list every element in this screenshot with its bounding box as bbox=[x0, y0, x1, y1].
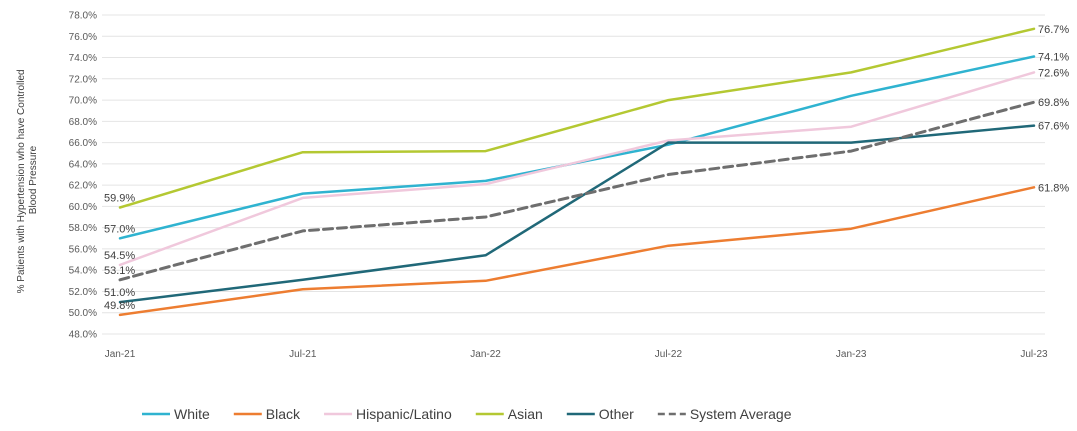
data-label-start: 59.9% bbox=[104, 192, 135, 204]
y-tick-label: 54.0% bbox=[69, 266, 97, 277]
legend-item: Other bbox=[566, 406, 634, 422]
series-line-other bbox=[118, 124, 1036, 304]
y-tick-label: 62.0% bbox=[69, 181, 97, 192]
data-label-start: 49.8% bbox=[104, 300, 135, 312]
data-label-start: 51.0% bbox=[104, 287, 135, 299]
data-labels: 57.0% 74.1% 49.8% 61.8% 54.5% 72.6% 59.9% 76.7%… bbox=[104, 24, 1069, 312]
series-line-white bbox=[118, 55, 1036, 240]
y-axis-title: % Patients with Hypertension who have Co… bbox=[16, 67, 39, 294]
data-label-end: 61.8% bbox=[1038, 182, 1069, 194]
data-label-end: 76.7% bbox=[1038, 24, 1069, 36]
y-tick-label: 68.0% bbox=[69, 117, 97, 128]
y-tick-label: 64.0% bbox=[69, 159, 97, 170]
y-tick-label: 70.0% bbox=[69, 96, 97, 107]
y-tick-label: 60.0% bbox=[69, 202, 97, 213]
legend-label: System Average bbox=[690, 406, 792, 422]
x-axis-ticks: Jan-21 Jul-21 Jan-22 Jul-22 Jan-23 Jul-23 bbox=[105, 349, 1048, 360]
y-tick-label: 58.0% bbox=[69, 223, 97, 234]
legend-item: White bbox=[142, 406, 210, 422]
gridlines bbox=[102, 14, 1045, 335]
x-tick-label: Jul-22 bbox=[655, 349, 683, 360]
legend-item: Asian bbox=[475, 406, 543, 422]
legend-item: Black bbox=[233, 406, 301, 422]
y-tick-label: 72.0% bbox=[69, 74, 97, 85]
x-tick-label: Jul-23 bbox=[1020, 349, 1048, 360]
x-tick-label: Jan-23 bbox=[836, 349, 867, 360]
legend-label: Asian bbox=[508, 406, 543, 422]
series-line-asian bbox=[118, 27, 1036, 209]
y-tick-label: 56.0% bbox=[69, 244, 97, 255]
data-label-start: 53.1% bbox=[104, 265, 135, 277]
y-axis-title-line-2: Blood Pressure bbox=[28, 145, 39, 214]
legend-item: Hispanic/Latino bbox=[324, 406, 452, 422]
series-lines bbox=[118, 27, 1036, 317]
legend-label: Black bbox=[266, 406, 301, 422]
series-line-hispanic-latino bbox=[118, 71, 1036, 267]
data-label-end: 74.1% bbox=[1038, 51, 1069, 63]
legend-label: White bbox=[174, 406, 210, 422]
legend-label: Other bbox=[599, 406, 634, 422]
legend-item: System Average bbox=[657, 406, 792, 422]
y-tick-label: 78.0% bbox=[69, 11, 97, 22]
x-tick-label: Jan-22 bbox=[470, 349, 501, 360]
data-label-end: 67.6% bbox=[1038, 121, 1069, 133]
y-axis-ticks: 48.0% 50.0% 52.0% 54.0% 56.0% 58.0% 60.0% 62.0%… bbox=[69, 11, 97, 341]
legend: White Black Hispanic/Latino Asian Other Syste… bbox=[142, 406, 792, 422]
legend-label: Hispanic/Latino bbox=[356, 406, 452, 422]
x-tick-label: Jan-21 bbox=[105, 349, 136, 360]
y-tick-label: 52.0% bbox=[69, 287, 97, 298]
y-tick-label: 76.0% bbox=[69, 32, 97, 43]
y-tick-label: 74.0% bbox=[69, 53, 97, 64]
series-line-system-average bbox=[118, 100, 1036, 282]
x-tick-label: Jul-21 bbox=[289, 349, 317, 360]
y-axis-title-line-1: % Patients with Hypertension who have Co… bbox=[16, 69, 27, 293]
series-line-black bbox=[118, 186, 1036, 317]
data-label-end: 72.6% bbox=[1038, 67, 1069, 79]
y-tick-label: 66.0% bbox=[69, 138, 97, 149]
y-tick-label: 48.0% bbox=[69, 330, 97, 341]
y-tick-label: 50.0% bbox=[69, 308, 97, 319]
data-label-start: 57.0% bbox=[104, 223, 135, 235]
data-label-start: 54.5% bbox=[104, 250, 135, 262]
data-label-end: 69.8% bbox=[1038, 97, 1069, 109]
